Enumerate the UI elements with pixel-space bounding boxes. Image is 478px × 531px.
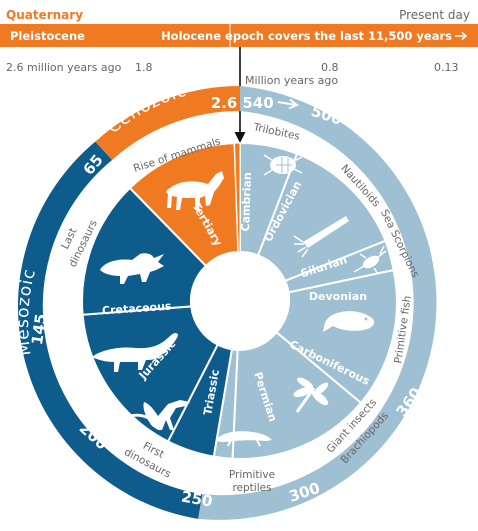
timeline: Quaternary Present day Pleistocene Holoc…	[0, 8, 478, 143]
tertiary-wedge	[128, 142, 240, 268]
dragonfly-icon	[293, 377, 329, 413]
cenozoic-era-band	[95, 85, 240, 160]
quaternary-label: Quaternary	[6, 8, 83, 22]
tick-2-6: 2.6 million years ago	[6, 61, 122, 74]
primitive-note: Primitive	[229, 469, 275, 481]
fish-icon	[323, 311, 375, 332]
cretaceous-wedge	[81, 186, 208, 316]
dinosaur-icon	[129, 400, 190, 430]
arrow-right-icon	[277, 98, 299, 110]
reptiles-note: reptiles	[232, 482, 271, 494]
animal-icons	[92, 154, 387, 447]
reptile-icon	[216, 431, 272, 447]
triceratops-icon	[100, 253, 164, 284]
pleistocene-label: Pleistocene	[10, 29, 85, 43]
pie-center-hole	[193, 254, 287, 348]
nautiloid-icon	[293, 216, 349, 258]
ring-number-420: 420	[427, 252, 450, 286]
ordovician-wedge	[256, 152, 387, 283]
ring-number-2-6: 2.6	[211, 94, 238, 112]
cambrian-label: Cambrian	[239, 172, 254, 232]
devonian-label: Devonian	[309, 290, 367, 303]
cretaceous-label: Cretaceous	[102, 300, 173, 318]
sea-scorpion-icon	[353, 245, 387, 275]
present-day-label: Present day	[399, 8, 470, 22]
axis-label: Million years ago	[245, 74, 338, 87]
ring-number-540: 540	[242, 94, 273, 112]
ring-number-145: 145	[28, 313, 50, 347]
tick-0-13: 0.13	[434, 61, 459, 74]
trilobite-icon	[263, 154, 303, 176]
quaternary-bar	[0, 24, 478, 47]
tick-1-8: 1.8	[135, 61, 153, 74]
horse-icon	[166, 171, 224, 210]
pointer-arrowhead-icon	[234, 132, 246, 143]
holocene-note: Holocene epoch covers the last 11,500 ye…	[161, 29, 452, 43]
quaternary-sliver	[233, 142, 241, 253]
arrow-right-icon	[455, 31, 468, 41]
tick-0-8: 0.8	[321, 61, 339, 74]
devonian-wedge	[275, 268, 398, 405]
mesozoic-era-band	[17, 141, 203, 519]
sauropod-icon	[92, 333, 178, 372]
ring-number-250: 250	[180, 487, 214, 510]
jurassic-wedge	[81, 305, 220, 443]
trilobites-note: Trilobites	[251, 121, 301, 143]
